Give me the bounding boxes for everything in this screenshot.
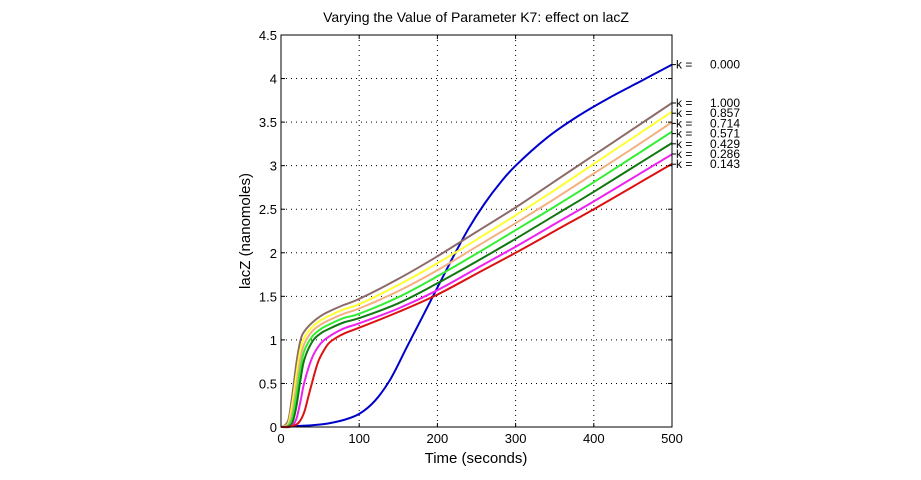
y-tick-label: 4 (270, 72, 277, 87)
y-tick-label: 0 (270, 420, 277, 435)
series-line-k-0.429 (280, 142, 673, 429)
end-label-value: 0.429 (710, 137, 740, 151)
x-tick-label: 400 (583, 431, 605, 446)
end-label-value: 0.571 (710, 127, 740, 141)
series-line-k-0.143 (280, 163, 673, 429)
series-line-k-0.000 (280, 63, 673, 428)
y-axis-title: lacZ (nanomoles) (237, 173, 254, 289)
chart-title: Varying the Value of Parameter K7: effec… (323, 9, 629, 25)
x-axis-title: Time (seconds) (425, 450, 528, 467)
series-line-k-0.857 (280, 110, 673, 428)
y-tick-label: 3 (270, 159, 277, 174)
end-label-value: 1.000 (710, 96, 740, 110)
y-axis: 0 0.5 1 1.5 2 2.5 3 3.5 4 4.5 (259, 28, 672, 435)
y-tick-label: 1 (270, 333, 277, 348)
end-label-prefix: k = (676, 96, 692, 110)
series-group (280, 63, 673, 429)
grid (281, 35, 672, 427)
end-label-prefix: k = (676, 147, 692, 161)
y-tick-label: 0.5 (259, 376, 277, 391)
x-tick-label: 200 (427, 431, 449, 446)
y-tick-label: 2.5 (259, 202, 277, 217)
series-line-k-0.714 (280, 121, 673, 428)
series-line-k-0.286 (281, 153, 673, 429)
y-tick-label: 1.5 (259, 289, 277, 304)
end-label-prefix: k = (676, 106, 692, 120)
end-label-value: 0.000 (710, 58, 740, 72)
end-label-value: 0.714 (710, 116, 740, 130)
y-tick-label: 2 (270, 246, 277, 261)
end-label-value: 0.857 (710, 106, 740, 120)
end-label-prefix: k = (676, 137, 692, 151)
series-line-k-1.000 (280, 102, 673, 428)
plot-frame (280, 34, 673, 428)
x-tick-label: 0 (277, 431, 284, 446)
x-axis: 0 100 200 300 400 500 (277, 35, 683, 446)
end-label-prefix: k = (676, 157, 692, 171)
end-label-prefix: k = (676, 127, 692, 141)
y-tick-label: 4.5 (259, 28, 277, 43)
series-line-k-0.571 (280, 130, 673, 429)
end-labels: k = 0.000 k = 1.000 k = 0.857 k = 0.714 k = 0.571… (672, 58, 740, 171)
end-label-prefix: k = (676, 58, 692, 72)
x-tick-label: 300 (505, 431, 527, 446)
y-tick-label: 3.5 (259, 115, 277, 130)
x-tick-label: 100 (348, 431, 370, 446)
end-label-value: 0.286 (710, 147, 740, 161)
end-label-prefix: k = (676, 116, 692, 130)
x-tick-label: 500 (661, 431, 683, 446)
end-label-value: 0.143 (710, 157, 740, 171)
